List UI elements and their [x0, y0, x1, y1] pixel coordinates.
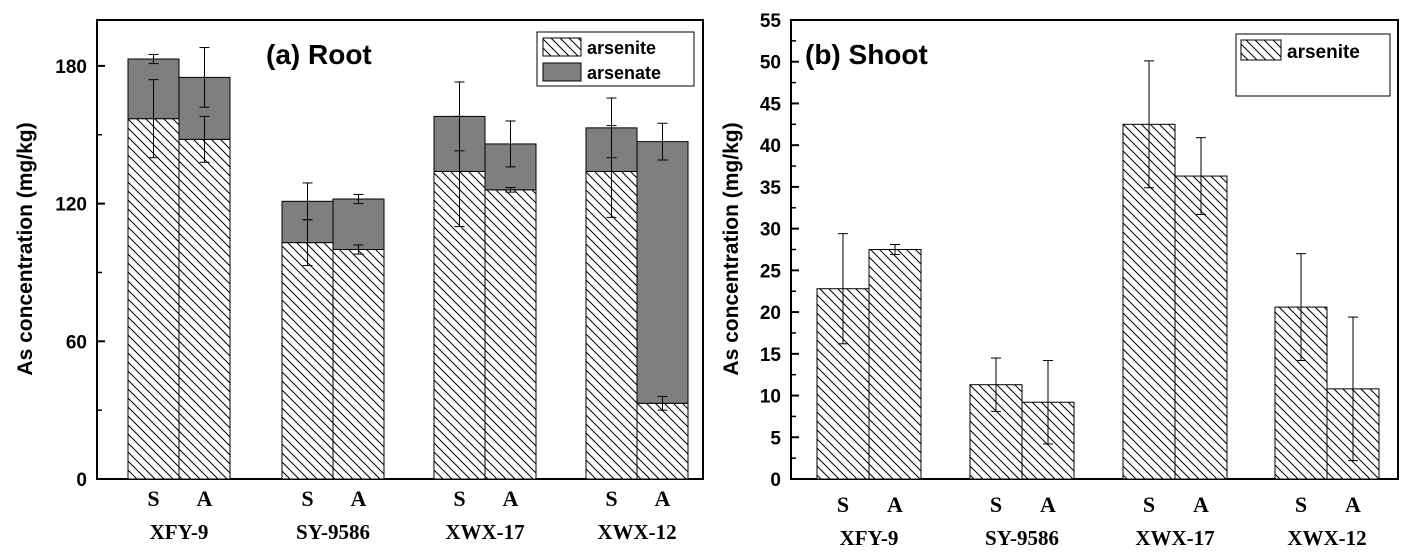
group-label-xfy-9: XFY-9: [840, 526, 899, 550]
root-legend: arsenite arsenate: [536, 31, 695, 87]
root-legend-label-arsenite: arsenite: [587, 38, 656, 58]
group-label-sy-9586: SY-9586: [985, 526, 1059, 550]
bar-arsenite-sy-9586-a: [332, 249, 385, 480]
bar-arsenate-xwx-12-a: [636, 141, 689, 404]
y-tick-label: 15: [760, 345, 782, 366]
root-legend-swatch-arsenite: [542, 37, 582, 57]
bar-arsenite-xfy-9-s: [127, 118, 180, 480]
y-tick-label: 30: [760, 220, 781, 241]
bar-arsenite-xwx-17-a: [484, 189, 537, 480]
y-tick-label: 55: [760, 11, 782, 32]
bar-label-a: A: [887, 492, 903, 517]
shoot-legend-swatch-arsenite: [1240, 39, 1282, 61]
group-label-xwx-17: XWX-17: [1135, 526, 1214, 550]
root-panel-title: (a) Root: [266, 39, 372, 70]
bar-label-s: S: [301, 486, 313, 511]
bar-arsenite-xwx-12-s: [585, 170, 638, 480]
bar-label-a: A: [1040, 492, 1056, 517]
shoot-legend: arsenite: [1235, 33, 1391, 97]
group-label-xfy-9: XFY-9: [150, 520, 209, 544]
bar-label-a: A: [503, 486, 519, 511]
group-label-xwx-12: XWX-12: [597, 520, 676, 544]
bar-label-s: S: [1295, 492, 1307, 517]
bar-label-a: A: [1345, 492, 1361, 517]
bar-arsenate-sy-9586-a: [332, 198, 385, 250]
shoot-legend-label-arsenite: arsenite: [1287, 42, 1360, 63]
shoot-panel-title: (b) Shoot: [805, 39, 928, 70]
shoot-y-axis-title: As concentration (mg/kg): [720, 122, 743, 375]
y-tick-label: 0: [76, 470, 87, 491]
y-tick-label: 25: [760, 261, 782, 282]
bar-label-a: A: [197, 486, 213, 511]
bar-label-s: S: [453, 486, 465, 511]
bar-label-s: S: [147, 486, 159, 511]
y-tick-label: 120: [55, 195, 87, 216]
bar-arsenite-sy-9586-s: [281, 242, 334, 480]
y-tick-label: 10: [760, 387, 781, 408]
y-tick-label: 35: [760, 178, 782, 199]
bar-label-a: A: [655, 486, 671, 511]
root-legend-swatch-arsenate: [542, 62, 582, 82]
bar-label-s: S: [990, 492, 1002, 517]
bar-arsenite-xfy-9-a: [868, 249, 922, 480]
group-label-sy-9586: SY-9586: [296, 520, 370, 544]
bar-arsenite-xfy-9-a: [178, 138, 231, 480]
y-tick-label: 0: [770, 470, 781, 491]
y-tick-label: 60: [66, 332, 87, 353]
y-tick-label: 5: [770, 428, 781, 449]
bar-arsenite-xwx-17-a: [1174, 175, 1228, 480]
bar-label-s: S: [605, 486, 617, 511]
bar-arsenite-xwx-12-a: [636, 402, 689, 480]
group-label-xwx-17: XWX-17: [445, 520, 524, 544]
y-tick-label: 20: [760, 303, 781, 324]
y-tick-label: 40: [760, 136, 781, 157]
group-label-xwx-12: XWX-12: [1287, 526, 1366, 550]
y-tick-label: 180: [55, 57, 87, 78]
root-legend-label-arsenate: arsenate: [587, 63, 661, 83]
bar-label-s: S: [837, 492, 849, 517]
y-tick-label: 45: [760, 94, 782, 115]
root-y-axis-title: As concentration (mg/kg): [14, 122, 37, 375]
bar-label-a: A: [351, 486, 367, 511]
bar-label-s: S: [1143, 492, 1155, 517]
shoot-panel: 0 5 10 15 20 25 30 35 40 45 50 55 S A XFY-9 S A SY-9586 S A…: [720, 11, 1399, 550]
y-tick-label: 50: [760, 53, 781, 74]
root-plot-frame: [96, 19, 704, 480]
root-panel: 0 60 120 180 S A XFY-9 S A SY-9586 S A XWX-17 S A XWX-1…: [14, 19, 704, 544]
bar-label-a: A: [1193, 492, 1209, 517]
